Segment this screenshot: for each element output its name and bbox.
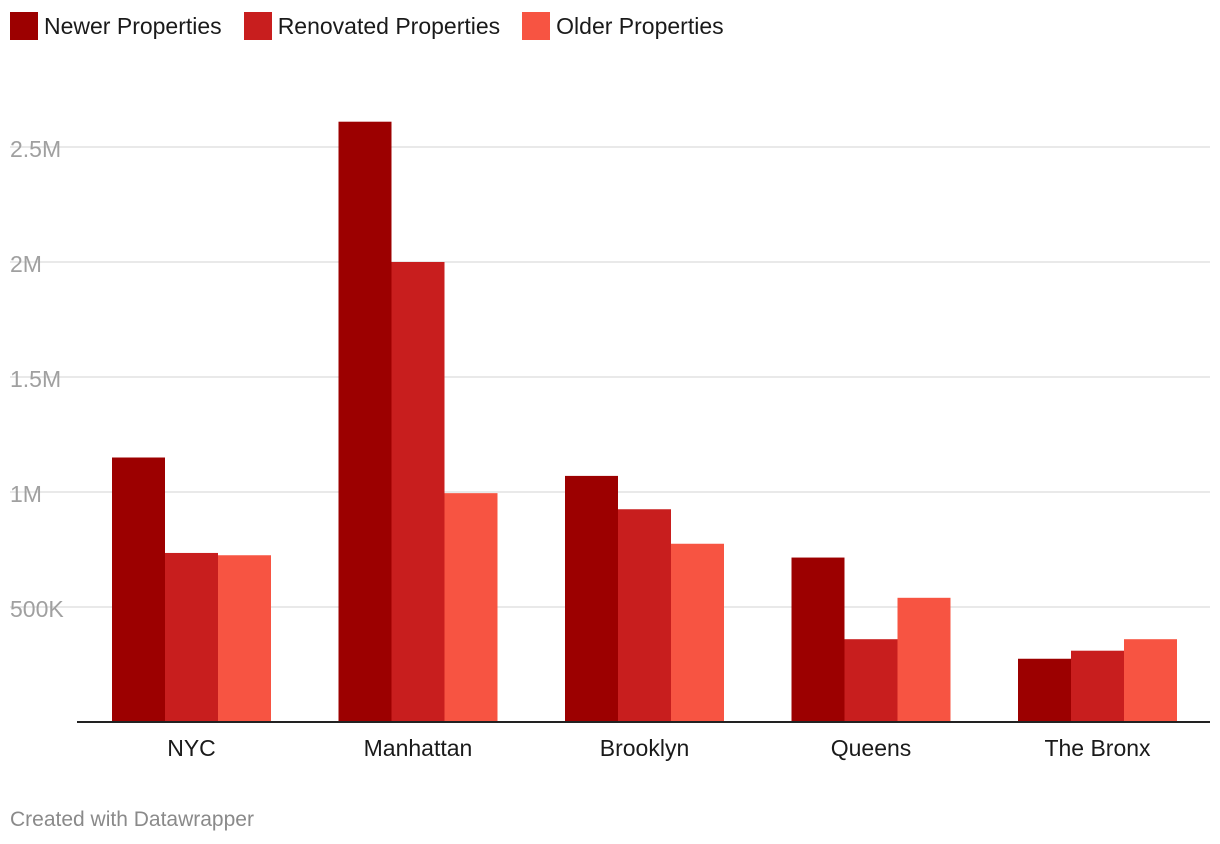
- bar-manhattan-series-0: [338, 121, 392, 722]
- x-category-label-3: Queens: [831, 735, 912, 761]
- legend-label-newer: Newer Properties: [44, 12, 222, 39]
- bars: [112, 121, 1177, 722]
- y-tick-label-4: 2.5M: [10, 136, 61, 162]
- bar-queens-series-2: [897, 597, 951, 722]
- x-category-label-0: NYC: [167, 735, 216, 761]
- x-category-label-1: Manhattan: [364, 735, 473, 761]
- x-category-label-4: The Bronx: [1044, 735, 1151, 761]
- bar-the-bronx-series-2: [1124, 639, 1177, 722]
- bar-the-bronx-series-1: [1071, 650, 1124, 722]
- y-tick-label-1: 1M: [10, 481, 42, 507]
- bar-queens-series-0: [791, 557, 845, 722]
- bar-chart: 500K 1M 1.5M 2M 2.5M NYC Manhattan Brooklyn Que…: [10, 121, 1210, 761]
- bar-brooklyn-series-2: [671, 543, 724, 722]
- legend-label-renovated: Renovated Properties: [277, 12, 501, 39]
- credit-text: Created with Datawrapper: [10, 808, 254, 831]
- legend: Newer Properties Renovated Properties Ol…: [10, 12, 746, 40]
- legend-item-older: Older Properties: [522, 12, 724, 40]
- bar-nyc-series-2: [218, 555, 271, 722]
- bar-brooklyn-series-1: [618, 509, 671, 722]
- bar-nyc-series-1: [165, 552, 218, 722]
- y-tick-label-0: 500K: [10, 596, 64, 622]
- x-category-label-2: Brooklyn: [600, 735, 689, 761]
- y-tick-label-3: 2M: [10, 251, 42, 277]
- y-tick-label-2: 1.5M: [10, 366, 61, 392]
- legend-item-renovated: Renovated Properties: [243, 12, 501, 40]
- legend-label-older: Older Properties: [556, 12, 724, 39]
- bar-nyc-series-0: [112, 457, 165, 722]
- legend-swatch-renovated: [243, 12, 272, 40]
- bar-brooklyn-series-0: [565, 475, 618, 722]
- legend-item-newer: Newer Properties: [10, 12, 222, 40]
- bar-manhattan-series-2: [444, 493, 498, 722]
- bar-the-bronx-series-0: [1018, 658, 1071, 722]
- category-labels: NYC Manhattan Brooklyn Queens The Bronx: [167, 735, 1151, 761]
- bar-queens-series-1: [844, 639, 898, 722]
- legend-swatch-older: [522, 12, 551, 40]
- bar-manhattan-series-1: [391, 262, 445, 722]
- legend-swatch-newer: [10, 12, 38, 40]
